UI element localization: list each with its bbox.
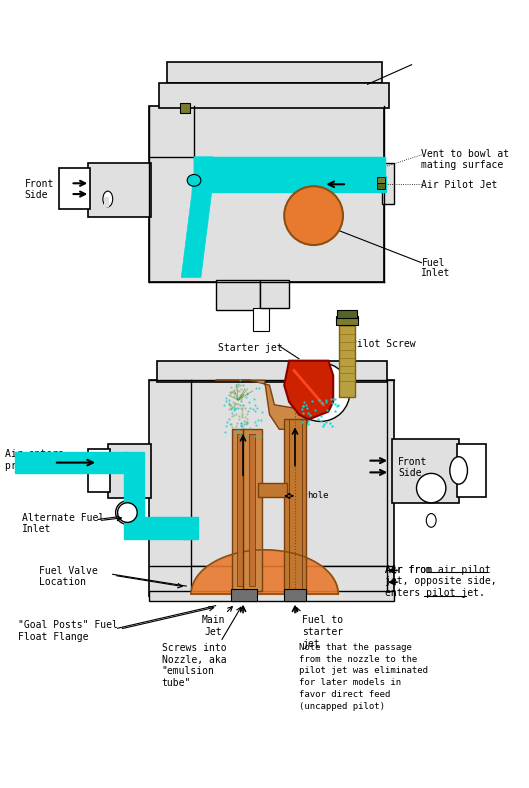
Text: Alternate Fuel: Alternate Fuel (22, 512, 104, 522)
Text: Pilot Screw: Pilot Screw (351, 339, 415, 349)
Bar (167, 61, 382, 84)
Bar (336, 316, 358, 325)
Bar (382, 162, 394, 204)
Text: o: o (184, 530, 188, 536)
Bar (159, 84, 389, 108)
Text: Air Pilot Jet: Air Pilot Jet (422, 180, 498, 191)
Bar (237, 434, 243, 586)
Bar (124, 452, 144, 520)
Bar (180, 103, 190, 113)
Bar (194, 157, 385, 177)
Bar (232, 429, 262, 591)
Text: Air from: Air from (385, 564, 438, 574)
Text: Location: Location (39, 578, 86, 587)
Ellipse shape (211, 164, 229, 181)
Text: Front: Front (398, 457, 427, 466)
Bar (88, 162, 151, 217)
Text: jet: jet (302, 639, 320, 649)
Text: starter: starter (302, 627, 343, 637)
Bar (392, 439, 459, 503)
Text: Starter jet: Starter jet (217, 343, 282, 353)
Text: for later models in: for later models in (299, 678, 401, 687)
Ellipse shape (78, 173, 98, 204)
Ellipse shape (450, 457, 468, 484)
Bar (258, 483, 287, 497)
Text: jet, opposite side,: jet, opposite side, (385, 576, 497, 586)
Polygon shape (284, 361, 333, 419)
Text: Air from air pilot: Air from air pilot (385, 564, 491, 574)
Circle shape (291, 362, 350, 422)
Bar (260, 281, 289, 308)
Bar (216, 281, 260, 310)
Bar (183, 527, 190, 539)
Text: Air enters: Air enters (5, 449, 63, 459)
Bar (124, 518, 198, 539)
Text: Main: Main (202, 615, 225, 626)
Text: "emulsion: "emulsion (162, 667, 215, 676)
Bar (157, 361, 387, 382)
Bar (15, 452, 127, 474)
Text: pilot jet was eliminated: pilot jet was eliminated (299, 667, 428, 675)
Text: Fuel to: Fuel to (302, 615, 343, 626)
Text: Note that the passage: Note that the passage (299, 643, 412, 652)
Ellipse shape (416, 474, 446, 503)
Text: "Goal Posts" Fuel: "Goal Posts" Fuel (17, 620, 117, 630)
Text: Fuel Valve: Fuel Valve (39, 567, 98, 577)
Text: Side: Side (398, 469, 422, 478)
Ellipse shape (206, 159, 233, 186)
Text: enters pilot jet.: enters pilot jet. (385, 588, 485, 598)
Bar (377, 184, 385, 189)
Text: Front: Front (24, 180, 54, 189)
Bar (108, 444, 151, 498)
Circle shape (117, 503, 137, 522)
Text: Jet: Jet (205, 627, 223, 637)
Ellipse shape (187, 174, 201, 186)
Bar (149, 106, 384, 282)
Text: Side: Side (24, 190, 48, 200)
Bar (377, 177, 385, 184)
Text: favor direct feed: favor direct feed (299, 690, 390, 699)
Text: tube": tube" (162, 678, 191, 688)
Bar (88, 449, 110, 492)
Bar (249, 434, 255, 586)
Ellipse shape (426, 514, 436, 527)
Text: hole: hole (307, 491, 328, 500)
Bar (192, 177, 386, 192)
Text: pressed-in jet: pressed-in jet (5, 461, 87, 470)
Bar (149, 591, 394, 600)
Text: Vent to bowl at: Vent to bowl at (422, 149, 509, 159)
Polygon shape (181, 157, 214, 277)
Circle shape (284, 186, 343, 245)
Text: Fuel: Fuel (422, 258, 445, 268)
Text: Float Flange: Float Flange (17, 632, 88, 642)
Bar (337, 310, 357, 318)
Text: Screws into: Screws into (162, 643, 226, 653)
Text: -: - (309, 213, 316, 223)
Bar (231, 589, 257, 600)
Ellipse shape (103, 191, 113, 206)
Bar (284, 589, 306, 600)
Text: mating surface: mating surface (422, 160, 504, 169)
Bar (284, 419, 306, 594)
Bar (253, 308, 269, 331)
Text: from the nozzle to the: from the nozzle to the (299, 655, 417, 663)
Text: (uncapped pilot): (uncapped pilot) (299, 702, 385, 711)
Bar (104, 197, 109, 206)
Bar (149, 381, 394, 596)
Circle shape (116, 501, 139, 524)
Bar (339, 323, 355, 397)
Text: Inlet: Inlet (422, 268, 451, 277)
Bar (191, 567, 387, 598)
Text: Nozzle, aka: Nozzle, aka (162, 655, 226, 665)
Polygon shape (216, 381, 309, 429)
Bar (457, 444, 486, 497)
Bar (59, 168, 90, 209)
Text: Inlet: Inlet (22, 524, 51, 534)
